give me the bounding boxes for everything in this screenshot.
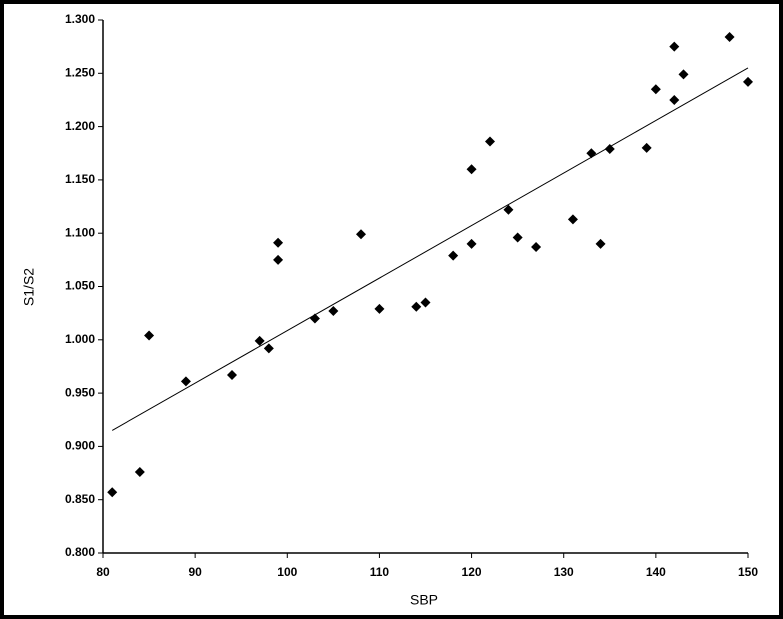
point xyxy=(641,142,652,153)
x-tick-label: 90 xyxy=(188,565,202,579)
y-tick-label: 1.000 xyxy=(65,332,95,346)
point xyxy=(595,238,606,249)
point xyxy=(356,229,366,240)
x-tick-label: 150 xyxy=(738,565,758,579)
point xyxy=(374,303,385,314)
point xyxy=(263,343,274,354)
x-tick-label: 80 xyxy=(96,565,110,579)
point xyxy=(254,335,265,346)
point xyxy=(273,254,284,265)
point xyxy=(180,376,191,387)
y-tick-label: 0.900 xyxy=(65,439,95,453)
x-axis-label: SBP xyxy=(410,592,438,608)
y-tick-label: 0.950 xyxy=(65,385,95,399)
point xyxy=(567,214,578,225)
point xyxy=(724,32,735,43)
point xyxy=(512,232,523,243)
point xyxy=(743,76,753,87)
y-tick-label: 1.200 xyxy=(65,119,95,133)
y-tick-label: 1.250 xyxy=(65,65,95,79)
point xyxy=(466,238,477,249)
point xyxy=(328,306,339,317)
point xyxy=(420,297,431,308)
point xyxy=(144,330,155,341)
point xyxy=(604,143,615,154)
point xyxy=(669,41,680,52)
point xyxy=(273,237,284,248)
y-tick-label: 1.150 xyxy=(65,172,95,186)
x-tick-label: 140 xyxy=(646,565,666,579)
point xyxy=(134,466,145,477)
point xyxy=(466,164,477,175)
chart: SBP S1/S2 0.800 0.850 0.900 0.950 1.000 1.050… xyxy=(21,12,759,608)
point xyxy=(503,204,514,215)
point xyxy=(678,69,689,80)
point xyxy=(309,313,320,324)
x-tick-label: 130 xyxy=(554,565,574,579)
point xyxy=(227,369,237,380)
point xyxy=(650,84,661,95)
point xyxy=(531,242,542,253)
point xyxy=(448,250,459,261)
y-tick-label: 1.050 xyxy=(65,279,95,293)
y-axis-label: S1/S2 xyxy=(21,268,37,306)
y-tick-label: 0.800 xyxy=(65,545,95,559)
y-tick-label: 0.850 xyxy=(65,492,95,506)
point xyxy=(586,148,597,159)
x-tick-label: 110 xyxy=(370,565,390,579)
point xyxy=(411,301,422,312)
x-tick-label: 100 xyxy=(277,565,297,579)
y-tick-label: 1.100 xyxy=(65,225,95,239)
point xyxy=(485,136,495,147)
point xyxy=(669,94,680,105)
x-tick-label: 120 xyxy=(462,565,482,579)
trendline xyxy=(111,67,749,431)
y-tick-label: 1.300 xyxy=(65,12,95,26)
point xyxy=(107,487,118,498)
